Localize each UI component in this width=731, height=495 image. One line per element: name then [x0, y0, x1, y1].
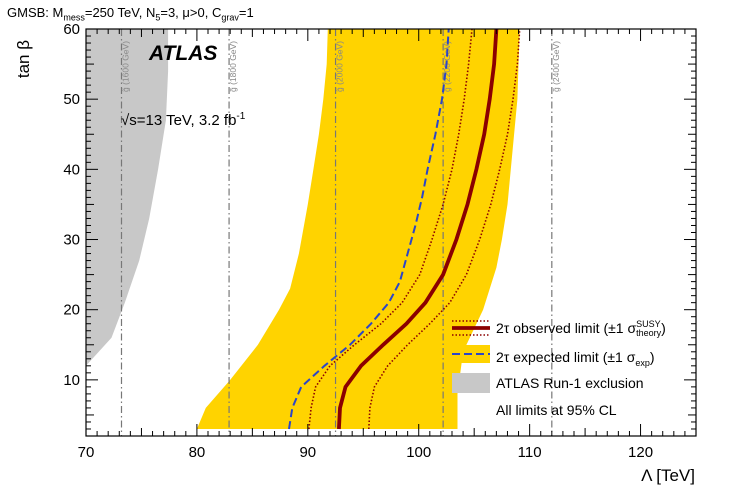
x-axis-label: Λ [TeV] [641, 466, 695, 485]
expected-band-area [196, 29, 520, 429]
expected-limit-band [196, 29, 520, 429]
gluino-mass-label: g̃ (1600 GeV) [120, 41, 130, 92]
axes-frame: 70 80 90 100 110 120 10 20 30 40 50 60 [63, 21, 697, 461]
legend-expected-label: 2τ expected limit (±1 σexp) [496, 349, 655, 368]
y-axis-label: tan β [14, 40, 33, 79]
y-tick-label: 40 [63, 161, 80, 178]
y-tick-label: 30 [63, 232, 80, 249]
observed-limit-line [337, 28, 499, 430]
expected-limit-line [288, 28, 450, 430]
x-tick-label: 110 [518, 444, 542, 461]
x-tick-label: 70 [78, 444, 95, 461]
observed-minus-sigma-line [308, 28, 473, 430]
y-tick-label: 10 [63, 372, 80, 389]
y-tick-label: 60 [63, 21, 80, 38]
legend-note: All limits at 95% CL [496, 402, 617, 418]
legend-observed-label: 2τ observed limit (±1 σ SUSY theory) [496, 319, 666, 339]
x-tick-label: 120 [628, 444, 653, 461]
gluino-mass-label: g̃ (1800 GeV) [228, 41, 238, 92]
model-header: GMSB: Mmess=250 TeV, N5=3, μ>0, Cgrav=1 [7, 5, 254, 23]
gluino-mass-label: g̃ (2400 GeV) [551, 41, 561, 92]
y-tick-label: 50 [63, 91, 80, 108]
x-tick-label: 80 [189, 444, 206, 461]
run1-exclusion-region [86, 29, 169, 436]
run1-exclusion-area [86, 29, 169, 436]
energy-lumi-label: √s=13 TeV, 3.2 fb-1 [121, 111, 246, 129]
x-tick-label: 100 [406, 444, 431, 461]
x-tick-label: 90 [299, 444, 316, 461]
limit-curves [288, 28, 521, 430]
legend-run1-swatch [452, 373, 490, 393]
y-tick-label: 20 [63, 302, 80, 319]
atlas-logo-label: ATLAS [149, 42, 218, 65]
legend-run1-label: ATLAS Run-1 exclusion [496, 375, 644, 391]
gluino-mass-label: g̃ (2000 GeV) [335, 41, 345, 92]
legend-swatches [452, 320, 490, 393]
